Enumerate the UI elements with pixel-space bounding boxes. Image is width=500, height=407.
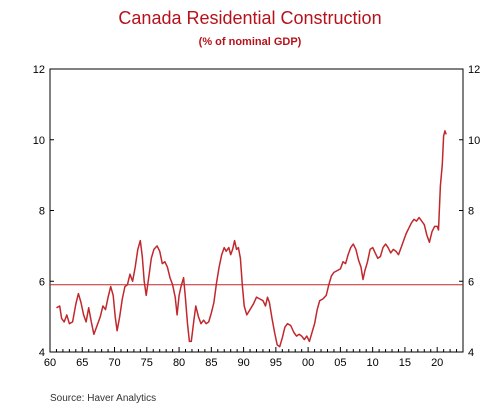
x-tick-label: 95 [270,357,282,369]
y-tick-label-left: 6 [39,276,45,288]
x-tick-label: 80 [173,357,185,369]
chart-subtitle: (% of nominal GDP) [198,36,302,48]
x-tick-label: 65 [76,357,88,369]
y-tick-label-right: 6 [468,276,474,288]
x-tick-label: 75 [141,357,153,369]
series-line [56,130,447,348]
chart-title: Canada Residential Construction [118,8,382,28]
x-tick-label: 05 [334,357,346,369]
x-tick-label: 00 [302,357,314,369]
y-tick-label-right: 4 [468,347,474,359]
x-tick-label: 85 [205,357,217,369]
y-tick-label-right: 8 [468,206,474,218]
y-tick-label-left: 4 [39,347,45,359]
y-tick-label-right: 12 [468,64,480,76]
x-tick-label: 60 [44,357,56,369]
y-tick-label-left: 12 [33,64,45,76]
x-tick-label: 15 [399,357,411,369]
x-tick-label: 10 [367,357,379,369]
x-tick-label: 20 [431,357,443,369]
x-tick-label: 70 [108,357,120,369]
y-tick-label-right: 10 [468,135,480,147]
y-tick-label-left: 8 [39,206,45,218]
plot-frame [49,68,464,353]
x-tick-label: 90 [237,357,249,369]
y-tick-label-left: 10 [33,135,45,147]
source-note: Source: Haver Analytics [50,393,157,404]
